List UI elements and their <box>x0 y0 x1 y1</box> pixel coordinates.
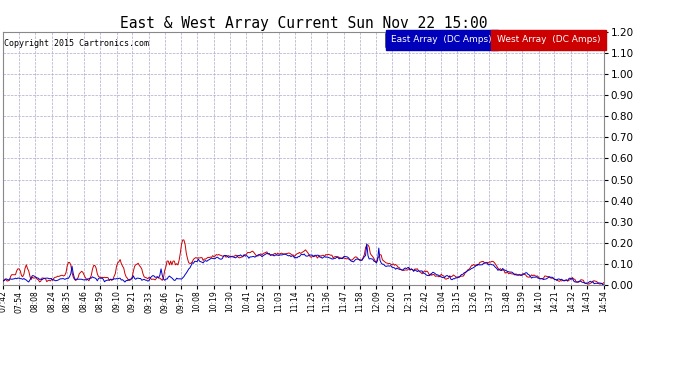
Legend: East Array  (DC Amps), West Array  (DC Amps): East Array (DC Amps), West Array (DC Amp… <box>385 32 604 48</box>
Title: East & West Array Current Sun Nov 22 15:00: East & West Array Current Sun Nov 22 15:… <box>120 16 487 31</box>
Text: Copyright 2015 Cartronics.com: Copyright 2015 Cartronics.com <box>4 39 149 48</box>
